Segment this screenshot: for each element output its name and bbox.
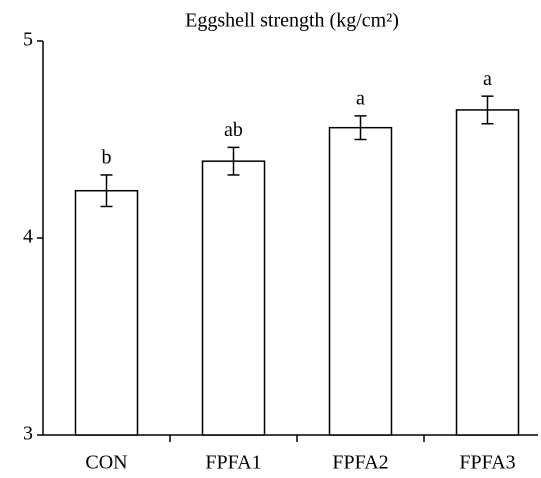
chart-title: Eggshell strength (kg/cm²) — [185, 10, 399, 32]
significance-label: a — [483, 68, 492, 90]
y-tick-label: 5 — [23, 29, 33, 51]
bar — [328, 126, 393, 436]
y-tick-label: 4 — [23, 226, 33, 248]
x-tick-label: CON — [85, 452, 127, 474]
bar — [201, 160, 266, 436]
bar — [455, 109, 520, 436]
significance-label: a — [356, 87, 365, 109]
x-tick-label: FPFA1 — [205, 452, 261, 474]
significance-label: b — [102, 147, 112, 169]
x-tick-label: FPFA3 — [459, 452, 515, 474]
y-tick-label: 3 — [23, 423, 33, 445]
significance-label: ab — [224, 119, 243, 141]
x-tick-label: FPFA2 — [332, 452, 388, 474]
bar — [74, 189, 139, 436]
